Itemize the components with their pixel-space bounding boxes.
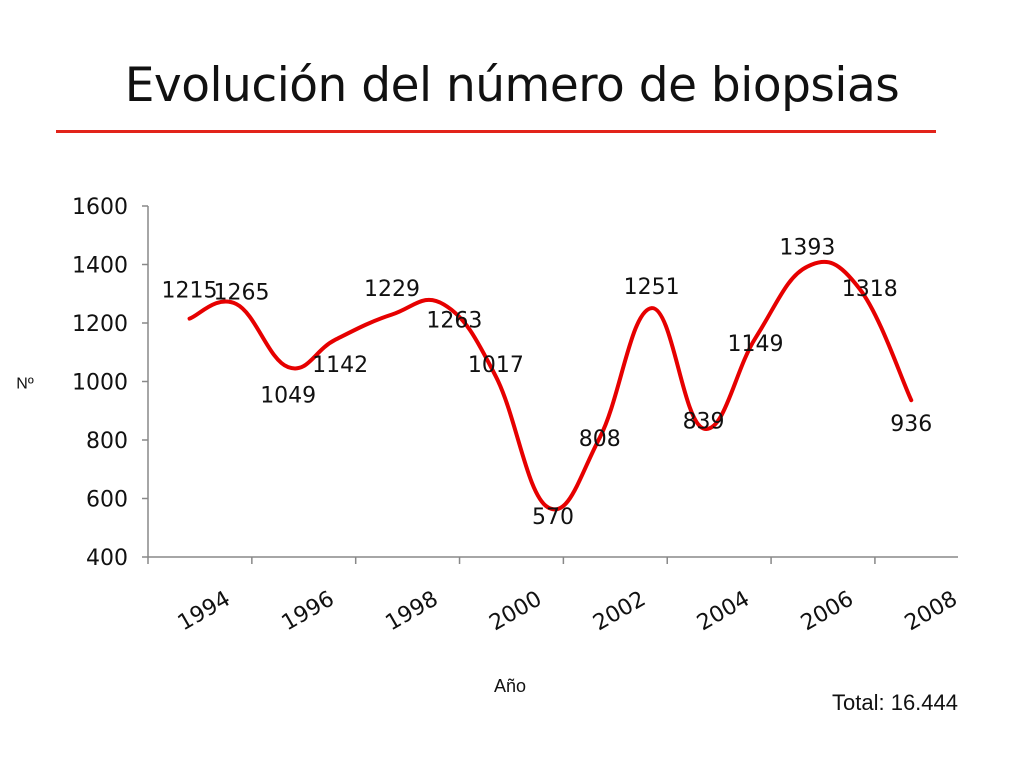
data-label: 839	[683, 409, 725, 434]
data-label: 1265	[213, 281, 269, 306]
x-axis-title: Año	[494, 676, 526, 696]
total-label: Total: 16.444	[832, 690, 958, 715]
data-label: 570	[532, 505, 574, 530]
data-label: 1142	[312, 353, 368, 378]
y-axis-title: Nº	[16, 376, 34, 393]
x-tick-label: 1994	[174, 587, 235, 637]
x-tick-label: 1996	[278, 587, 339, 637]
data-label: 808	[579, 427, 621, 452]
y-tick-label: 1400	[72, 254, 128, 279]
x-tick-label: 2004	[693, 587, 754, 637]
y-tick-label: 1600	[72, 195, 128, 220]
y-tick-label: 400	[86, 546, 128, 571]
y-tick-label: 800	[86, 429, 128, 454]
data-label: 1251	[624, 275, 680, 300]
x-tick-label: 2008	[901, 587, 962, 637]
y-tick-label: 1000	[72, 371, 128, 396]
y-tick-label: 1200	[72, 312, 128, 337]
series-line	[187, 259, 914, 512]
data-label: 1318	[842, 277, 898, 302]
x-tick-label: 1998	[381, 587, 442, 637]
data-label: 1149	[728, 332, 784, 357]
title-underline	[56, 130, 936, 133]
data-label: 936	[890, 412, 932, 437]
data-label: 1393	[779, 236, 835, 261]
data-label: 1215	[162, 278, 218, 303]
data-label: 1049	[260, 384, 316, 409]
x-tick-label: 2000	[485, 587, 546, 637]
y-tick-label: 600	[86, 488, 128, 513]
data-label: 1263	[426, 308, 482, 333]
x-tick-label: 2002	[589, 587, 650, 637]
data-label: 1229	[364, 277, 420, 302]
slide-title: Evolución del número de biopsias	[124, 58, 900, 113]
x-tick-label: 2006	[797, 587, 858, 637]
data-label: 1017	[468, 353, 524, 378]
